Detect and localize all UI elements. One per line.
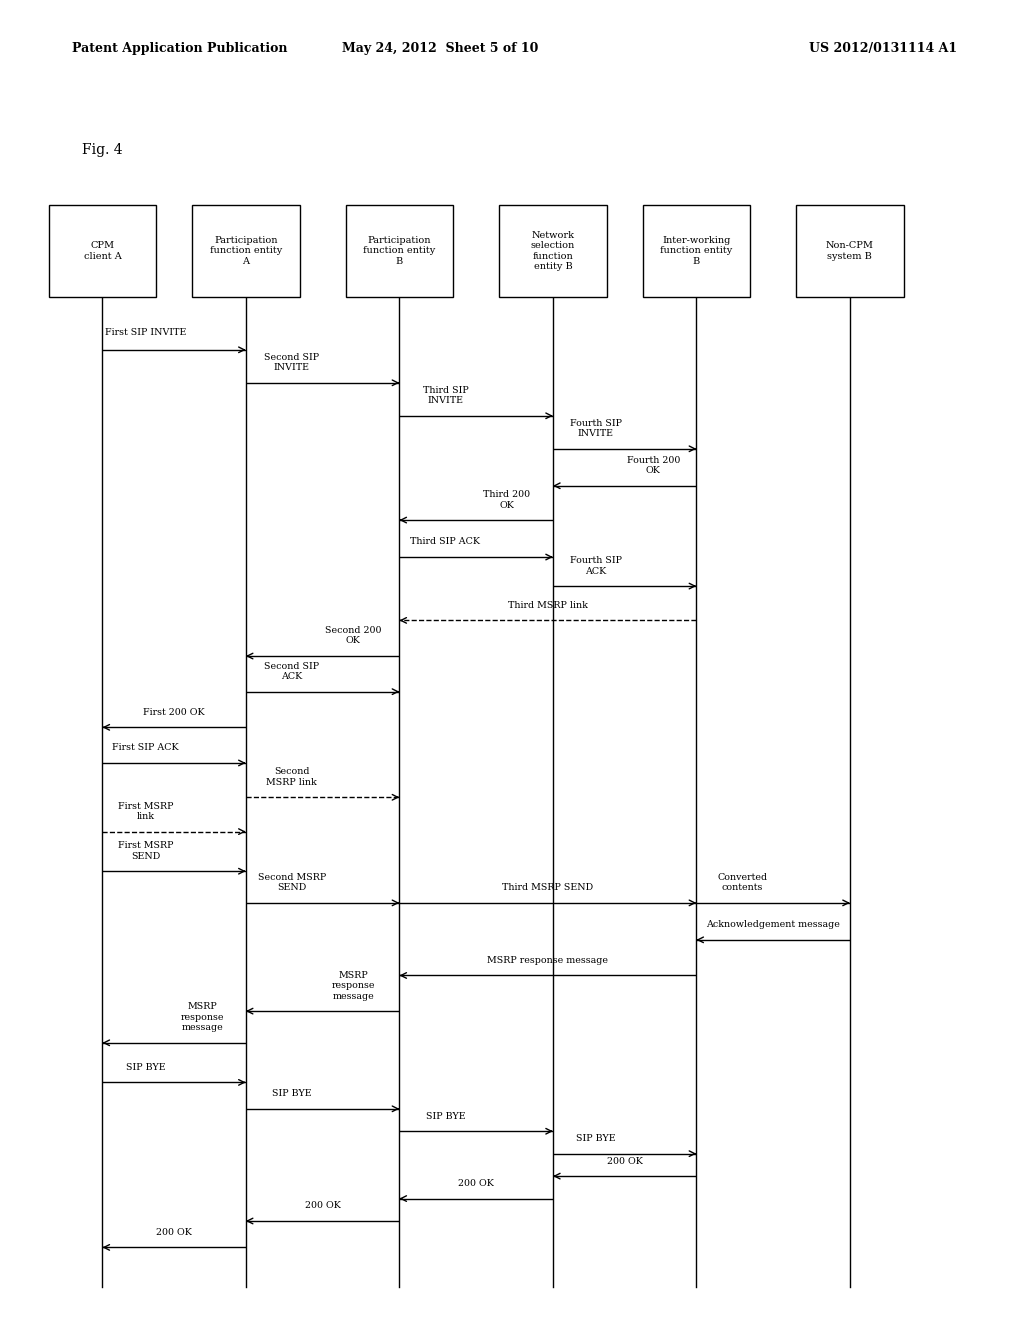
Bar	[797, 205, 903, 297]
Text: First SIP ACK: First SIP ACK	[112, 743, 179, 752]
Text: First MSRP
link: First MSRP link	[118, 801, 173, 821]
Text: May 24, 2012  Sheet 5 of 10: May 24, 2012 Sheet 5 of 10	[342, 42, 539, 55]
Text: Third MSRP SEND: Third MSRP SEND	[503, 883, 593, 892]
Text: Second MSRP
SEND: Second MSRP SEND	[258, 873, 326, 892]
Text: 200 OK: 200 OK	[606, 1156, 643, 1166]
Text: 200 OK: 200 OK	[156, 1228, 193, 1237]
Text: SIP BYE: SIP BYE	[577, 1134, 615, 1143]
Text: First SIP INVITE: First SIP INVITE	[104, 327, 186, 337]
Text: MSRP
response
message: MSRP response message	[181, 1002, 224, 1032]
Text: Second 200
OK: Second 200 OK	[325, 626, 382, 645]
Text: Third MSRP link: Third MSRP link	[508, 601, 588, 610]
Bar	[346, 205, 453, 297]
Text: Fourth SIP
ACK: Fourth SIP ACK	[570, 556, 622, 576]
Text: CPM
client A: CPM client A	[84, 242, 121, 260]
Text: Non-CPM
system B: Non-CPM system B	[826, 242, 873, 260]
Text: US 2012/0131114 A1: US 2012/0131114 A1	[809, 42, 957, 55]
Text: 200 OK: 200 OK	[458, 1179, 495, 1188]
Text: Third SIP ACK: Third SIP ACK	[411, 537, 480, 546]
Text: Second
MSRP link: Second MSRP link	[266, 767, 317, 787]
Text: SIP BYE: SIP BYE	[126, 1063, 165, 1072]
Text: First MSRP
SEND: First MSRP SEND	[118, 841, 173, 861]
Text: Fourth SIP
INVITE: Fourth SIP INVITE	[570, 418, 622, 438]
Text: Third 200
OK: Third 200 OK	[483, 490, 530, 510]
Text: Second SIP
ACK: Second SIP ACK	[264, 661, 319, 681]
Text: Participation
function entity
A: Participation function entity A	[210, 236, 282, 265]
Text: Patent Application Publication: Patent Application Publication	[72, 42, 287, 55]
Text: Second SIP
INVITE: Second SIP INVITE	[264, 352, 319, 372]
Text: Inter-working
function entity
B: Inter-working function entity B	[660, 236, 732, 265]
Text: Participation
function entity
B: Participation function entity B	[364, 236, 435, 265]
Bar	[193, 205, 299, 297]
Text: 200 OK: 200 OK	[304, 1201, 341, 1210]
Text: Fourth 200
OK: Fourth 200 OK	[627, 455, 680, 475]
Text: MSRP
response
message: MSRP response message	[332, 970, 375, 1001]
Text: Third SIP
INVITE: Third SIP INVITE	[423, 385, 468, 405]
Text: Converted
contents: Converted contents	[718, 873, 767, 892]
Bar	[643, 205, 750, 297]
Text: Acknowledgement message: Acknowledgement message	[707, 920, 840, 929]
Text: SIP BYE: SIP BYE	[272, 1089, 311, 1098]
Bar	[49, 205, 156, 297]
Bar	[500, 205, 606, 297]
Text: First 200 OK: First 200 OK	[143, 708, 205, 717]
Text: MSRP response message: MSRP response message	[487, 956, 608, 965]
Text: SIP BYE: SIP BYE	[426, 1111, 465, 1121]
Text: Network
selection
function
entity B: Network selection function entity B	[530, 231, 575, 271]
Text: Fig. 4: Fig. 4	[82, 143, 123, 157]
